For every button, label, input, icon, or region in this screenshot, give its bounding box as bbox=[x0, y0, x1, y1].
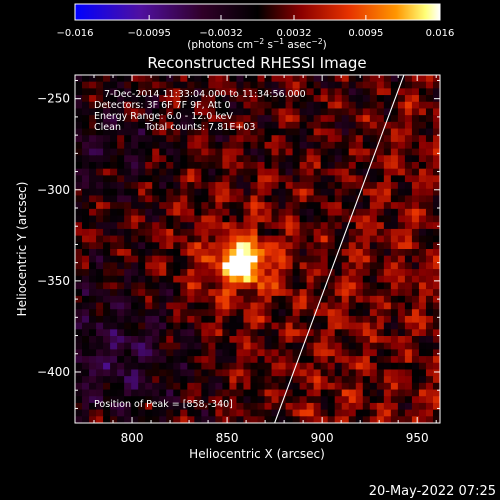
colorbar: −0.016 −0.0095 −0.0032 0.0032 0.0095 0.016 (p… bbox=[56, 3, 454, 51]
colorbar-gradient bbox=[75, 4, 440, 20]
colorbar-tick-label: −0.016 bbox=[56, 28, 93, 39]
colorbar-tick-label: 0.0032 bbox=[277, 28, 312, 39]
colorbar-tick-labels: −0.016 −0.0095 −0.0032 0.0032 0.0095 0.016 bbox=[56, 28, 454, 39]
colorbar-tick-label: −0.0095 bbox=[127, 28, 170, 39]
plot-frame bbox=[74, 74, 441, 424]
time-range-text: 7-Dec-2014 11:33:04.000 to 11:34:56.000 bbox=[104, 89, 306, 100]
detectors-text: Detectors: 3F 6F 7F 9F, Att 0 bbox=[94, 100, 231, 111]
image-annotations: 7-Dec-2014 11:33:04.000 to 11:34:56.000 … bbox=[94, 89, 306, 410]
y-tick-label: −250 bbox=[37, 92, 70, 106]
x-tick-labels: 800 850 900 950 bbox=[121, 431, 429, 445]
total-counts-text: Total counts: 7.81E+03 bbox=[144, 122, 255, 133]
x-tick-label: 950 bbox=[406, 431, 429, 445]
colorbar-frame bbox=[74, 3, 441, 21]
rhessi-image bbox=[75, 75, 440, 423]
colorbar-tick-label: 0.0095 bbox=[348, 28, 383, 39]
colorbar-tick-label: 0.016 bbox=[426, 28, 455, 39]
y-tick-label: −400 bbox=[37, 365, 70, 379]
footer-timestamp: 20-May-2022 07:25 bbox=[369, 484, 496, 499]
y-tick-label: −300 bbox=[37, 183, 70, 197]
x-axis-label: Heliocentric X (arcsec) bbox=[189, 447, 325, 461]
y-tick-labels: −250 −300 −350 −400 bbox=[37, 92, 70, 379]
solar-limb-line bbox=[274, 75, 405, 423]
chart-title: Reconstructed RHESSI Image bbox=[147, 54, 366, 72]
colorbar-units: (photons cm−2 s−1 asec−2) bbox=[187, 37, 326, 51]
axis-ticks bbox=[75, 75, 440, 423]
colorbar-ticks bbox=[74, 15, 441, 20]
x-tick-label: 900 bbox=[311, 431, 334, 445]
energy-range-text: Energy Range: 6.0 - 12.0 keV bbox=[94, 111, 233, 122]
image-pixels bbox=[75, 75, 440, 423]
colorbar-tick-label: −0.0032 bbox=[199, 28, 242, 39]
y-axis-label: Heliocentric Y (arcsec) bbox=[15, 182, 29, 317]
x-tick-label: 850 bbox=[216, 431, 239, 445]
method-text: Clean bbox=[94, 122, 121, 133]
y-tick-label: −350 bbox=[37, 274, 70, 288]
x-tick-label: 800 bbox=[121, 431, 144, 445]
peak-position-text: Position of Peak = [858,-340] bbox=[94, 399, 233, 410]
